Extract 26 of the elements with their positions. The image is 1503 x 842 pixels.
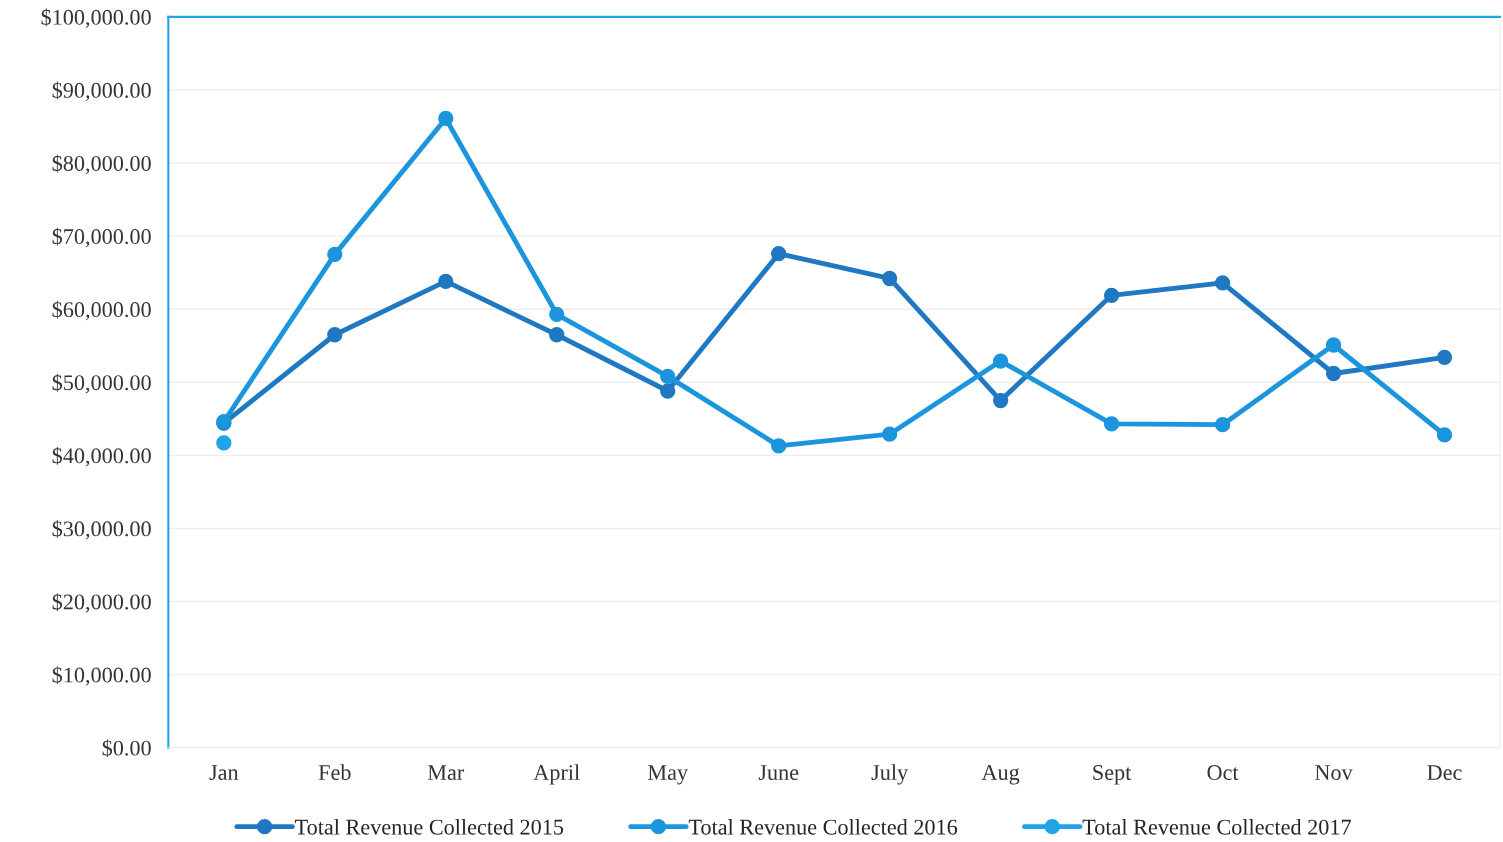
x-tick-label: Feb (318, 764, 351, 780)
x-tick-label: May (647, 765, 688, 785)
legend-label: Total Revenue Collected 2015 (295, 818, 564, 835)
y-tick-label: $30,000.00 (52, 520, 151, 540)
x-tick-label: Oct (1207, 765, 1239, 780)
x-tick-label: Sept (1093, 765, 1132, 785)
y-tick-label: $50,000.00 (52, 373, 151, 394)
y-tick-label: $80,000.00 (52, 154, 151, 175)
x-tick-label: Nov (1315, 765, 1353, 780)
y-tick-label: $100,000.00 (41, 8, 151, 28)
y-tick-label: $10,000.00 (52, 666, 151, 686)
y-tick-label: $90,000.00 (52, 81, 151, 102)
legend-label: Total Revenue Collected 2016 (688, 818, 958, 835)
x-tick-label: July (871, 764, 909, 785)
y-tick-label: $20,000.00 (52, 593, 151, 613)
legend-label: Total Revenue Collected 2017 (1082, 818, 1351, 835)
x-tick-label: June (758, 765, 799, 780)
x-tick-label: Mar (427, 765, 465, 780)
y-tick-label: $70,000.00 (52, 227, 151, 248)
x-tick-label: April (533, 764, 580, 785)
y-tick-label: $40,000.00 (52, 446, 151, 467)
x-tick-label: Dec (1427, 765, 1462, 780)
y-tick-label: $60,000.00 (52, 300, 151, 321)
x-tick-label: Jan (209, 765, 239, 780)
x-tick-label: Aug (981, 765, 1020, 785)
y-tick-label: $0.00 (102, 739, 151, 758)
